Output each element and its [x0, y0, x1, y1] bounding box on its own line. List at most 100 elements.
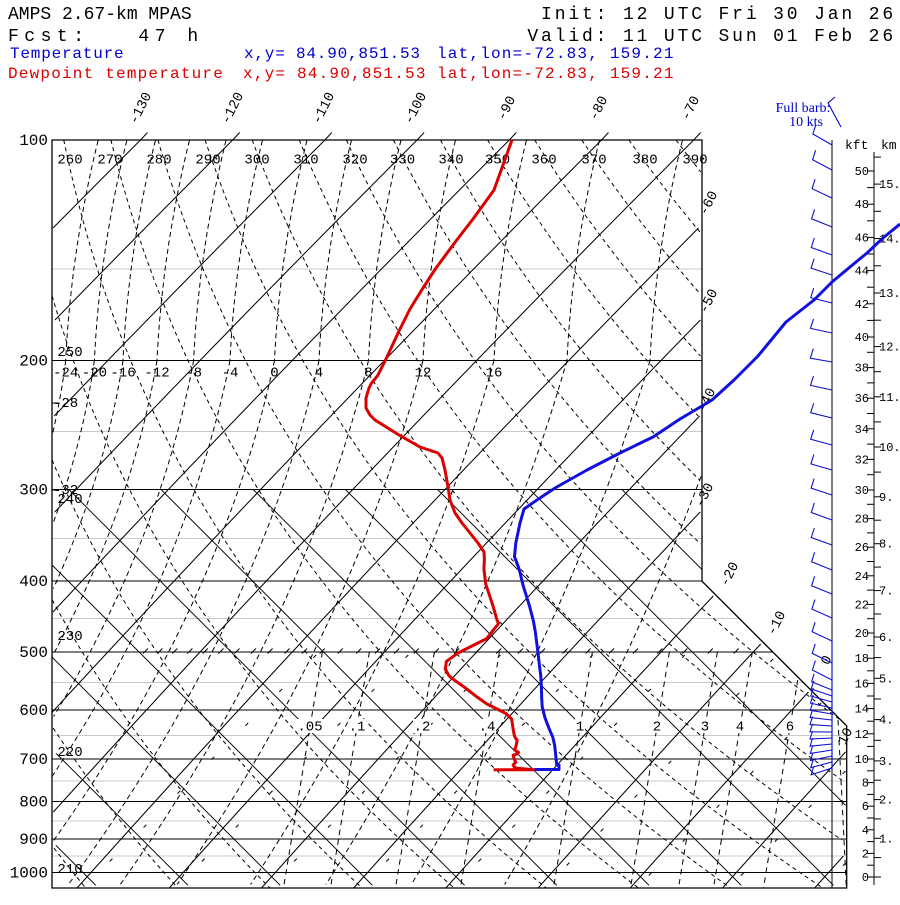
svg-text:600: 600: [19, 702, 48, 720]
svg-text:2: 2: [862, 847, 869, 861]
svg-text:Init: 12 UTC Fri 30 Jan 26: Init: 12 UTC Fri 30 Jan 26: [541, 5, 896, 25]
svg-text:10 kts: 10 kts: [789, 115, 823, 130]
svg-text:280: 280: [146, 153, 171, 169]
svg-text:330: 330: [390, 153, 415, 169]
svg-text:15.: 15.: [879, 178, 900, 192]
svg-text:-20: -20: [82, 366, 107, 382]
svg-text:AMPS 2.67-km MPAS: AMPS 2.67-km MPAS: [8, 5, 192, 25]
svg-text:3.: 3.: [879, 755, 893, 769]
svg-text:400: 400: [19, 573, 48, 591]
svg-text:Full barb:: Full barb:: [776, 101, 831, 116]
svg-text:1: 1: [576, 720, 584, 736]
svg-text:390: 390: [682, 153, 707, 169]
svg-text:44: 44: [855, 265, 869, 279]
svg-text:230: 230: [57, 629, 82, 645]
svg-text:10: 10: [855, 753, 869, 767]
svg-text:300: 300: [19, 482, 48, 500]
svg-text:16: 16: [486, 366, 503, 382]
svg-text:-24: -24: [53, 366, 78, 382]
svg-text:6: 6: [786, 720, 794, 736]
svg-text:-28: -28: [53, 396, 78, 412]
svg-text:1.: 1.: [879, 832, 893, 846]
svg-text:14: 14: [855, 703, 869, 717]
svg-text:260: 260: [57, 153, 82, 169]
svg-text:46: 46: [855, 231, 869, 245]
svg-text:30: 30: [855, 484, 869, 498]
svg-text:10.: 10.: [879, 441, 900, 455]
svg-text:6: 6: [862, 800, 869, 814]
svg-text:11.: 11.: [879, 391, 900, 405]
svg-text:48: 48: [855, 198, 869, 212]
svg-text:2: 2: [653, 720, 661, 736]
svg-text:Valid: 11 UTC Sun 01 Feb 26: Valid: 11 UTC Sun 01 Feb 26: [527, 27, 896, 47]
svg-text:5.: 5.: [879, 672, 893, 686]
svg-text:0: 0: [270, 366, 278, 382]
svg-text:Temperature: Temperature: [10, 45, 124, 63]
svg-text:340: 340: [438, 153, 463, 169]
svg-text:3: 3: [701, 720, 709, 736]
svg-text:800: 800: [19, 794, 48, 812]
svg-text:.1: .1: [349, 720, 366, 736]
svg-text:240: 240: [57, 492, 82, 508]
svg-text:x,y= 84.90,851.53: x,y= 84.90,851.53: [244, 45, 421, 63]
svg-text:310: 310: [293, 153, 318, 169]
svg-text:Fcst: 47 h: Fcst: 47 h: [8, 27, 204, 47]
svg-text:16: 16: [855, 677, 869, 691]
svg-text:34: 34: [855, 423, 869, 437]
svg-text:12: 12: [855, 728, 869, 742]
svg-text:km: km: [881, 138, 897, 153]
svg-text:300: 300: [244, 153, 269, 169]
svg-text:4: 4: [315, 366, 323, 382]
svg-text:0: 0: [862, 871, 869, 885]
svg-text:220: 220: [57, 745, 82, 761]
svg-text:100: 100: [19, 132, 48, 150]
svg-text:9.: 9.: [879, 491, 893, 505]
svg-text:26: 26: [855, 541, 869, 555]
svg-text:200: 200: [19, 353, 48, 371]
svg-text:360: 360: [531, 153, 556, 169]
svg-text:-8: -8: [185, 366, 202, 382]
svg-text:4: 4: [736, 720, 744, 736]
svg-text:4: 4: [862, 824, 869, 838]
svg-text:7.: 7.: [879, 585, 893, 599]
svg-text:290: 290: [195, 153, 220, 169]
svg-text:Dewpoint temperature: Dewpoint temperature: [8, 65, 224, 83]
svg-text:40: 40: [855, 331, 869, 345]
svg-text:x,y= 84.90,851.53: x,y= 84.90,851.53: [243, 65, 427, 83]
svg-text:24: 24: [855, 570, 869, 584]
svg-text:6.: 6.: [879, 631, 893, 645]
svg-text:.4: .4: [479, 720, 496, 736]
svg-text:2.: 2.: [879, 794, 893, 808]
svg-text:-12: -12: [144, 366, 169, 382]
svg-text:900: 900: [19, 831, 48, 849]
svg-text:36: 36: [855, 392, 869, 406]
svg-text:8: 8: [364, 366, 372, 382]
svg-text:lat,lon=-72.83, 159.21: lat,lon=-72.83, 159.21: [437, 65, 675, 83]
svg-text:20: 20: [855, 627, 869, 641]
svg-text:1000: 1000: [10, 865, 48, 883]
svg-text:4.: 4.: [879, 714, 893, 728]
svg-text:700: 700: [19, 751, 48, 769]
svg-text:32: 32: [855, 453, 869, 467]
svg-text:-16: -16: [110, 366, 135, 382]
svg-text:18: 18: [855, 652, 869, 666]
svg-text:lat,lon=-72.83, 159.21: lat,lon=-72.83, 159.21: [437, 45, 675, 63]
svg-text:8: 8: [862, 777, 869, 791]
svg-text:250: 250: [57, 345, 82, 361]
svg-text:380: 380: [632, 153, 657, 169]
svg-text:270: 270: [97, 153, 122, 169]
svg-text:8.: 8.: [879, 538, 893, 552]
svg-text:500: 500: [19, 644, 48, 662]
svg-text:12.: 12.: [879, 341, 900, 355]
svg-text:.2: .2: [414, 720, 431, 736]
svg-text:370: 370: [581, 153, 606, 169]
svg-text:12: 12: [415, 366, 432, 382]
svg-text:50: 50: [855, 165, 869, 179]
svg-text:38: 38: [855, 362, 869, 376]
svg-text:210: 210: [57, 862, 82, 878]
svg-text:-4: -4: [222, 366, 239, 382]
svg-text:kft: kft: [845, 138, 868, 153]
svg-text:-32: -32: [53, 483, 78, 499]
svg-text:10: 10: [835, 726, 857, 748]
svg-text:320: 320: [342, 153, 367, 169]
